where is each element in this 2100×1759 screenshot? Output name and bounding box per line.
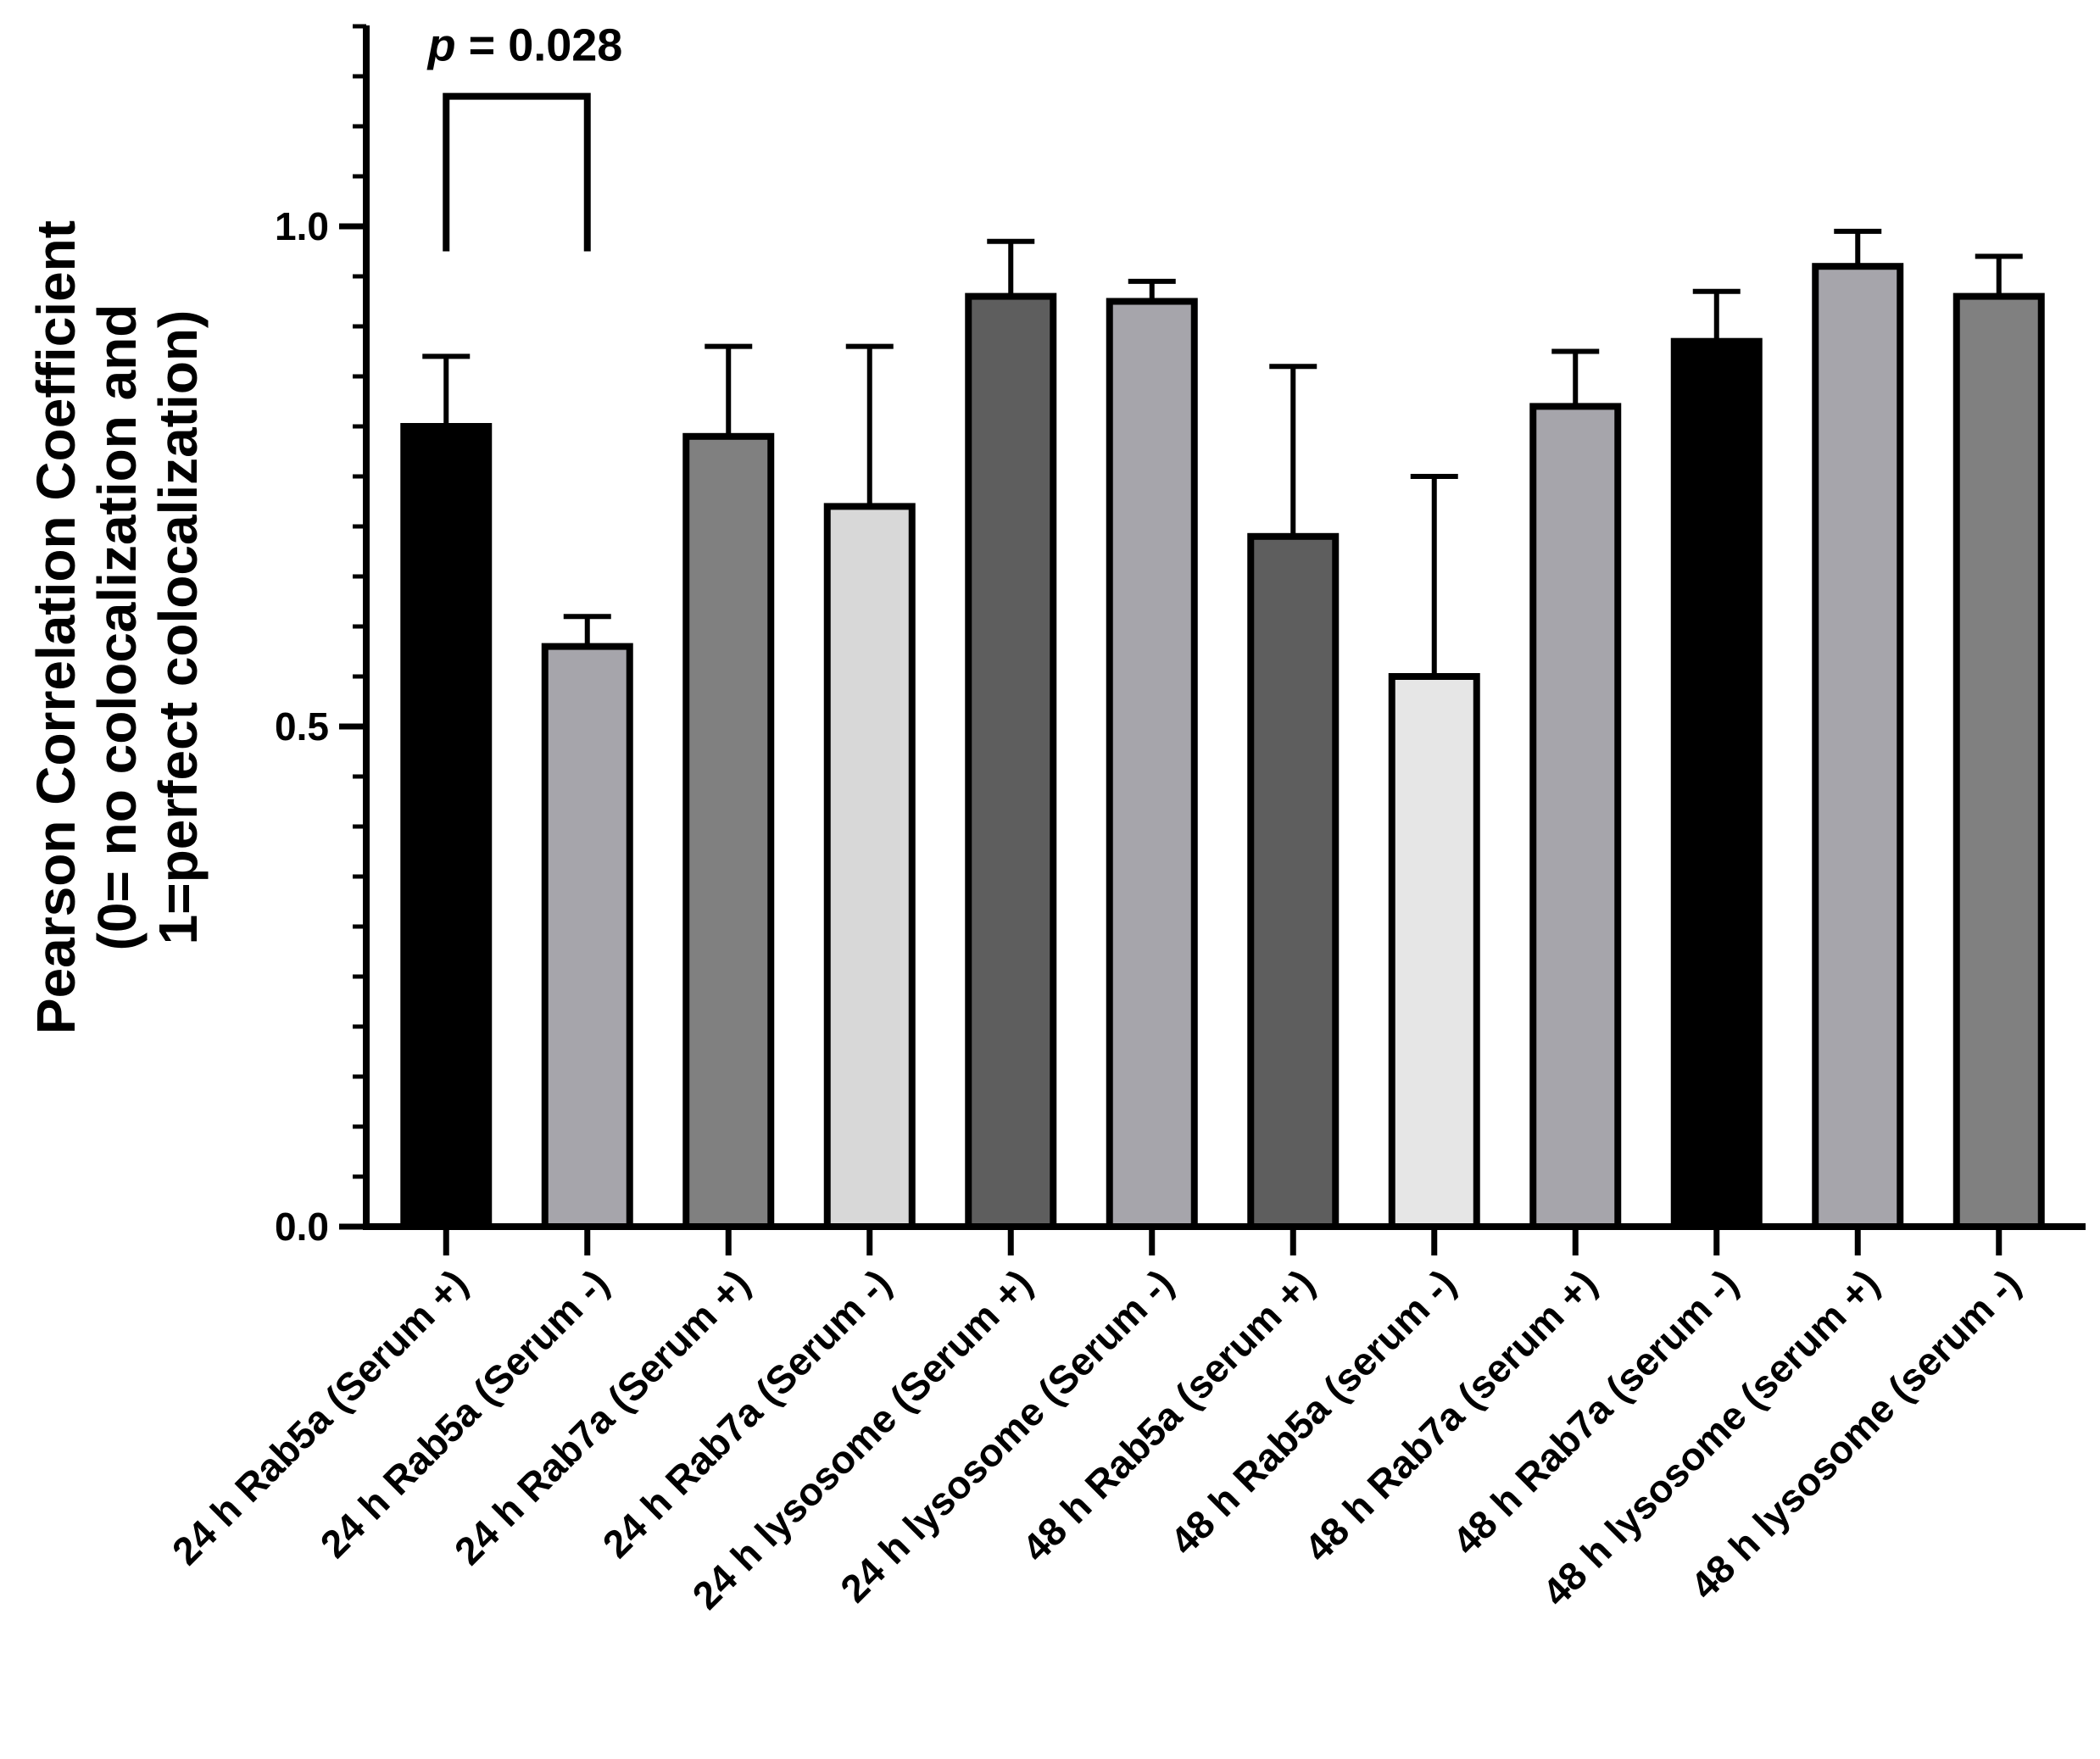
y-axis-title-line-3: 1=perfect colocalization) — [148, 310, 209, 945]
bar — [682, 432, 775, 1230]
bar — [1952, 292, 2045, 1231]
significance-annotation: p = 0.028 — [426, 20, 623, 252]
x-tick-label: 24 h Rab7a (Serum -) — [593, 1261, 899, 1566]
bar — [1247, 532, 1340, 1230]
y-axis-title-line-2: (0= no colocalization and — [86, 304, 148, 951]
y-tick-label: 1.0 — [275, 204, 329, 248]
bar — [1812, 263, 1904, 1231]
x-tick-label: 48 h Rab7a (serum +) — [1295, 1261, 1605, 1570]
y-axis: 0.0 0.5 1.0 — [275, 24, 370, 1249]
bar — [1670, 337, 1763, 1231]
significance-bracket — [443, 92, 591, 252]
x-tick-label: 24 h Rab5a (Serum -) — [311, 1261, 616, 1566]
bar — [1106, 298, 1198, 1230]
significance-label: p = 0.028 — [426, 20, 623, 71]
p-value: = 0.028 — [456, 20, 623, 71]
bar — [965, 292, 1057, 1231]
x-tick-label: 48 h Rab7a (serum -) — [1444, 1261, 1746, 1563]
bar — [541, 643, 633, 1230]
y-tick-label: 0.0 — [275, 1205, 329, 1249]
bar — [1529, 403, 1622, 1230]
y-axis-title-line-1: Pearson Correlation Coefficient — [25, 220, 86, 1034]
bar — [1388, 673, 1480, 1230]
bar — [400, 423, 493, 1230]
x-tick-label: 48 h Rab5a (serum +) — [1013, 1261, 1323, 1570]
bars — [400, 263, 2045, 1231]
y-axis-title: Pearson Correlation Coefficient (0= no c… — [25, 220, 209, 1034]
x-axis — [363, 1223, 2086, 1255]
x-tick-labels: 24 h Rab5a (Serum +)24 h Rab5a (Serum -)… — [164, 1261, 2029, 1617]
y-tick-label: 0.5 — [275, 704, 329, 749]
bar — [823, 503, 916, 1230]
error-bars — [422, 228, 2023, 676]
x-tick-label: 48 h Rab5a (serum -) — [1161, 1261, 1464, 1563]
p-symbol: p — [426, 20, 456, 71]
